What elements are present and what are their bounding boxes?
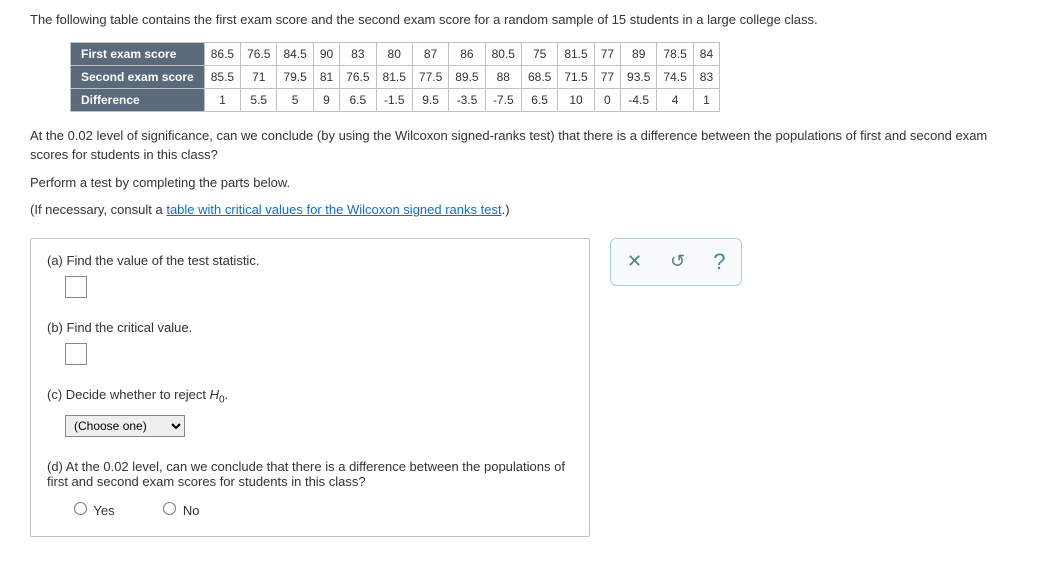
intro-text: The following table contains the first e… (30, 10, 1009, 30)
question-perform: Perform a test by completing the parts b… (30, 173, 1009, 193)
part-b-label: (b) Find the critical value. (47, 320, 573, 335)
table-cell: 77 (594, 65, 620, 88)
table-cell: 87 (412, 42, 448, 65)
h0-symbol: H (210, 387, 219, 402)
table-cell: 81 (313, 65, 339, 88)
table-cell: 6.5 (521, 88, 557, 111)
no-radio[interactable] (163, 502, 176, 515)
table-cell: 90 (313, 42, 339, 65)
table-cell: 9 (313, 88, 339, 111)
no-label: No (183, 503, 200, 518)
reject-h0-select[interactable]: (Choose one) (65, 415, 185, 437)
table-cell: 89 (621, 42, 657, 65)
table-cell: -4.5 (621, 88, 657, 111)
critical-value-input[interactable] (65, 343, 87, 365)
part-c-suffix: . (225, 387, 229, 402)
part-d-label: (d) At the 0.02 level, can we conclude t… (47, 459, 573, 489)
part-c-label: (c) Decide whether to reject H0. (47, 387, 573, 406)
table-cell: -1.5 (376, 88, 412, 111)
table-cell: 77 (594, 42, 620, 65)
tool-panel: ✕ ↺ ? (610, 238, 742, 286)
table-cell: 85.5 (204, 65, 240, 88)
table-cell: 80 (376, 42, 412, 65)
table-cell: 88 (485, 65, 521, 88)
table-cell: 80.5 (485, 42, 521, 65)
table-cell: 83 (693, 65, 719, 88)
table-cell: 93.5 (621, 65, 657, 88)
table-cell: 76.5 (241, 42, 277, 65)
no-option[interactable]: No (158, 503, 199, 518)
consult-prefix: (If necessary, consult a (30, 202, 166, 217)
table-cell: 1 (693, 88, 719, 111)
table-cell: 71 (241, 65, 277, 88)
table-cell: 77.5 (412, 65, 448, 88)
table-cell: 6.5 (340, 88, 376, 111)
table-cell: 68.5 (521, 65, 557, 88)
yes-label: Yes (93, 503, 114, 518)
data-table: First exam score86.576.584.5908380878680… (70, 42, 720, 112)
table-cell: 78.5 (657, 42, 693, 65)
table-cell: 74.5 (657, 65, 693, 88)
table-cell: 86 (449, 42, 485, 65)
test-statistic-input[interactable] (65, 276, 87, 298)
part-c-prefix: (c) Decide whether to reject (47, 387, 210, 402)
table-cell: 79.5 (277, 65, 313, 88)
critical-values-link[interactable]: table with critical values for the Wilco… (166, 202, 501, 217)
table-cell: 89.5 (449, 65, 485, 88)
table-cell: 5.5 (241, 88, 277, 111)
table-cell: -7.5 (485, 88, 521, 111)
table-cell: 83 (340, 42, 376, 65)
yes-radio[interactable] (74, 502, 87, 515)
part-a-label: (a) Find the value of the test statistic… (47, 253, 573, 268)
table-cell: 75 (521, 42, 557, 65)
question-consult: (If necessary, consult a table with crit… (30, 200, 1009, 220)
table-cell: 4 (657, 88, 693, 111)
table-row-header: First exam score (71, 42, 205, 65)
table-cell: 76.5 (340, 65, 376, 88)
answer-box: (a) Find the value of the test statistic… (30, 238, 590, 538)
yes-option[interactable]: Yes (69, 503, 115, 518)
table-cell: 84 (693, 42, 719, 65)
close-icon[interactable]: ✕ (627, 251, 642, 272)
table-cell: 1 (204, 88, 240, 111)
table-row-header: Second exam score (71, 65, 205, 88)
table-cell: 81.5 (558, 42, 594, 65)
table-cell: 5 (277, 88, 313, 111)
consult-suffix: .) (502, 202, 510, 217)
table-cell: 9.5 (412, 88, 448, 111)
table-cell: -3.5 (449, 88, 485, 111)
reset-icon[interactable]: ↺ (670, 251, 685, 272)
table-cell: 84.5 (277, 42, 313, 65)
help-icon[interactable]: ? (713, 249, 725, 275)
table-cell: 0 (594, 88, 620, 111)
table-cell: 10 (558, 88, 594, 111)
table-row-header: Difference (71, 88, 205, 111)
table-cell: 86.5 (204, 42, 240, 65)
table-cell: 81.5 (376, 65, 412, 88)
question-significance: At the 0.02 level of significance, can w… (30, 126, 1009, 165)
table-cell: 71.5 (558, 65, 594, 88)
